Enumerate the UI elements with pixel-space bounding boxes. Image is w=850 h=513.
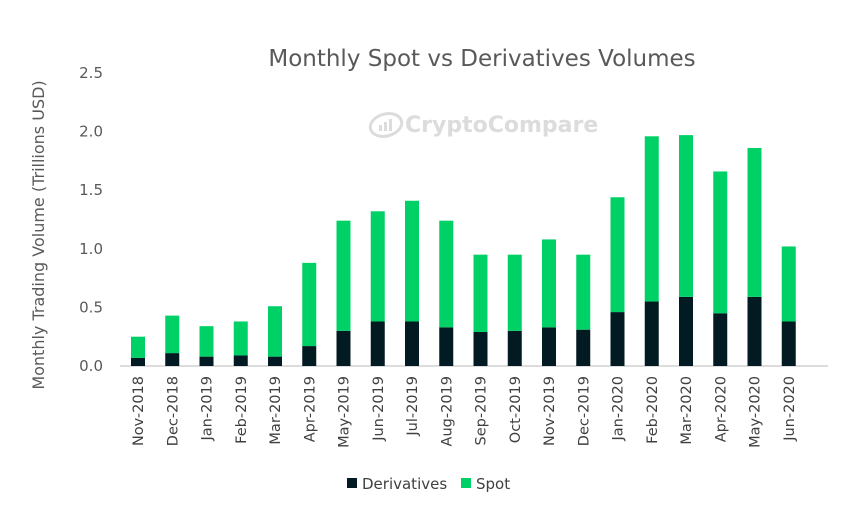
y-tick-label: 2.0 — [79, 123, 103, 141]
bar-derivatives-nov-2018 — [131, 357, 145, 366]
x-tick-label: Apr-2019 — [302, 376, 318, 442]
x-tick-label: Oct-2019 — [508, 376, 524, 443]
bar-spot-may-2020 — [747, 148, 762, 297]
bar-spot-oct-2019 — [507, 254, 522, 331]
bar-spot-jul-2019 — [405, 200, 419, 322]
x-tick-label: Jan-2019 — [200, 376, 216, 442]
x-tick-label: Apr-2020 — [713, 376, 729, 442]
legend-label-derivatives: Derivatives — [362, 475, 447, 493]
y-tick-label: 0.0 — [79, 357, 103, 375]
bar-spot-jun-2019 — [370, 211, 385, 322]
bar-spot-nov-2019 — [542, 239, 556, 328]
bar-derivatives-nov-2019 — [542, 327, 556, 366]
bar-derivatives-dec-2019 — [576, 329, 591, 366]
bar-derivatives-jun-2019 — [370, 321, 385, 366]
bar-derivatives-feb-2019 — [233, 355, 248, 366]
bar-derivatives-jan-2020 — [610, 312, 625, 366]
x-tick-label: Jul-2019 — [405, 376, 421, 437]
x-tick-label: Dec-2018 — [165, 376, 181, 446]
legend-swatch-spot — [461, 478, 471, 488]
watermark-text: CryptoCompare — [405, 113, 598, 138]
bar-spot-apr-2019 — [302, 262, 317, 347]
x-tick-label: Jun-2020 — [782, 376, 798, 442]
bar-derivatives-may-2020 — [747, 296, 762, 366]
y-tick-label: 1.5 — [79, 181, 103, 199]
bar-derivatives-oct-2019 — [507, 330, 522, 366]
bar-derivatives-dec-2018 — [165, 353, 180, 366]
x-tick-label: Aug-2019 — [439, 376, 455, 446]
x-tick-label: Nov-2019 — [542, 376, 558, 446]
legend: Derivatives Spot — [347, 475, 510, 493]
y-tick-label: 0.5 — [79, 298, 103, 316]
bar-derivatives-sep-2019 — [473, 332, 488, 366]
bar-spot-sep-2019 — [473, 254, 488, 333]
x-tick-label: Jun-2019 — [371, 376, 387, 442]
bar-spot-dec-2019 — [576, 254, 591, 330]
y-axis-label: Monthly Trading Volume (Trillions USD) — [29, 80, 48, 389]
bar-derivatives-aug-2019 — [439, 327, 454, 366]
x-tick-label: Feb-2019 — [234, 376, 250, 444]
x-tick-label: Mar-2019 — [268, 376, 284, 445]
bar-spot-mar-2019 — [268, 306, 282, 357]
watermark: CryptoCompare — [368, 112, 598, 138]
bar-spot-mar-2020 — [679, 135, 693, 297]
bar-derivatives-apr-2019 — [302, 346, 317, 366]
legend-label-spot: Spot — [476, 475, 510, 493]
legend-swatch-derivatives — [347, 478, 357, 488]
chart-title: Monthly Spot vs Derivatives Volumes — [268, 46, 695, 72]
y-tick-label: 2.5 — [79, 64, 103, 82]
bar-spot-jan-2020 — [610, 197, 625, 313]
bar-spot-jan-2019 — [199, 326, 214, 357]
bar-derivatives-jul-2019 — [405, 321, 419, 366]
bar-spot-dec-2018 — [165, 315, 180, 354]
bar-spot-feb-2019 — [233, 321, 248, 356]
bar-derivatives-jan-2019 — [199, 356, 214, 366]
bar-spot-apr-2020 — [713, 171, 728, 314]
bar-spot-jun-2020 — [781, 246, 796, 322]
x-tick-label: Feb-2020 — [645, 376, 661, 444]
bar-spot-may-2019 — [336, 220, 351, 331]
bar-derivatives-apr-2020 — [713, 313, 728, 366]
x-tick-label: Nov-2018 — [131, 376, 147, 446]
bar-derivatives-mar-2019 — [268, 356, 282, 366]
bar-spot-nov-2018 — [131, 336, 145, 358]
x-tick-label: Mar-2020 — [679, 376, 695, 445]
cryptocompare-logo-icon — [368, 112, 404, 138]
x-tick-label: Jan-2020 — [611, 376, 627, 442]
x-tick-label: May-2020 — [748, 376, 764, 448]
x-tick-label: May-2019 — [337, 376, 353, 448]
x-tick-label: Dec-2019 — [576, 376, 592, 446]
y-tick-label: 1.0 — [79, 240, 103, 258]
bar-derivatives-mar-2020 — [679, 296, 693, 366]
bar-derivatives-feb-2020 — [644, 301, 659, 366]
bar-spot-feb-2020 — [644, 136, 659, 302]
bar-derivatives-may-2019 — [336, 330, 351, 366]
x-tick-label: Sep-2019 — [474, 376, 490, 445]
bar-spot-aug-2019 — [439, 220, 454, 328]
bar-derivatives-jun-2020 — [781, 321, 796, 366]
